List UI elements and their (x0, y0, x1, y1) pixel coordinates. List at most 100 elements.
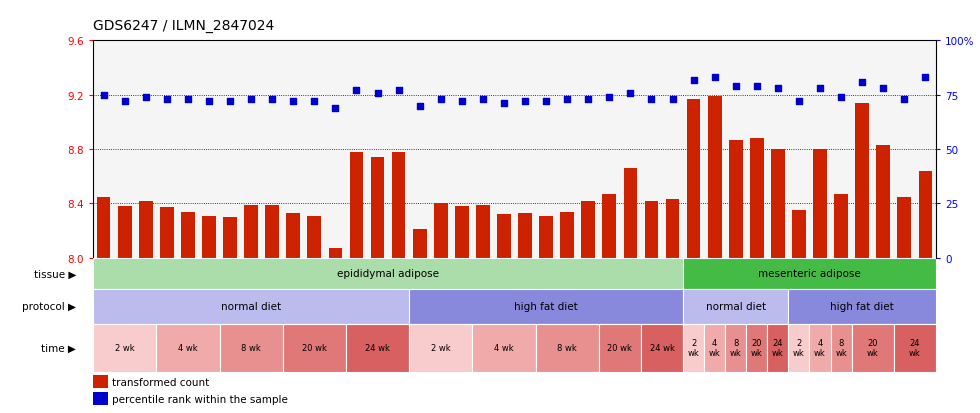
Point (222, 99, 238, 105)
Text: 24 wk: 24 wk (650, 344, 674, 352)
Bar (813, 150, 827, 258)
Text: high fat diet: high fat diet (514, 301, 578, 312)
Text: 24
wk: 24 wk (909, 338, 920, 358)
Point (391, 88, 407, 95)
Bar (603, 195, 616, 258)
Bar (139, 201, 153, 258)
Point (749, 83, 764, 90)
Point (580, 97, 596, 103)
Point (833, 95, 849, 101)
Point (664, 97, 680, 103)
Bar (683, 324, 704, 372)
Bar (434, 204, 448, 258)
Bar (683, 289, 788, 324)
Point (327, 105, 343, 112)
Text: tissue ▶: tissue ▶ (34, 268, 76, 279)
Text: 20
wk: 20 wk (751, 338, 762, 358)
Point (243, 97, 259, 103)
Bar (156, 324, 220, 372)
Bar (93, 324, 156, 372)
Bar (788, 324, 809, 372)
Bar (518, 214, 532, 258)
Bar (665, 200, 679, 258)
Text: 24
wk: 24 wk (772, 338, 784, 358)
Bar (788, 289, 936, 324)
Point (201, 99, 217, 105)
Point (159, 97, 174, 103)
Text: 4
wk: 4 wk (709, 338, 720, 358)
Bar (282, 324, 346, 372)
Bar (747, 324, 767, 372)
Point (560, 97, 575, 103)
Bar (410, 289, 683, 324)
Point (707, 75, 722, 81)
Text: 4 wk: 4 wk (178, 344, 198, 352)
Text: 2 wk: 2 wk (431, 344, 451, 352)
Point (349, 88, 365, 95)
Bar (581, 201, 595, 258)
Bar (729, 140, 743, 258)
Text: 2
wk: 2 wk (688, 338, 700, 358)
Point (96, 92, 112, 99)
Bar (750, 139, 763, 258)
Point (369, 90, 385, 97)
Bar (93, 392, 108, 405)
Bar (645, 201, 659, 258)
Text: time ▶: time ▶ (41, 343, 76, 353)
Point (602, 95, 617, 101)
Bar (535, 324, 599, 372)
Bar (392, 152, 406, 258)
Bar (455, 206, 468, 258)
Point (454, 99, 469, 105)
Bar (93, 289, 410, 324)
Bar (894, 324, 936, 372)
Bar (118, 206, 131, 258)
Bar (856, 104, 869, 258)
Bar (876, 146, 890, 258)
Text: mesenteric adipose: mesenteric adipose (759, 268, 860, 279)
Text: 24 wk: 24 wk (366, 344, 390, 352)
Bar (413, 230, 426, 258)
Bar (725, 324, 747, 372)
Bar (623, 169, 637, 258)
Point (791, 99, 807, 105)
Text: 8 wk: 8 wk (558, 344, 577, 352)
Point (644, 97, 660, 103)
Text: 2 wk: 2 wk (115, 344, 134, 352)
Bar (792, 211, 806, 258)
Bar (771, 150, 785, 258)
Point (855, 79, 870, 86)
Point (307, 99, 322, 105)
Bar (370, 158, 384, 258)
Point (812, 86, 828, 93)
Text: transformed count: transformed count (113, 377, 210, 387)
Text: 20
wk: 20 wk (867, 338, 878, 358)
Bar (328, 249, 342, 258)
Bar (93, 258, 683, 289)
Bar (223, 218, 237, 258)
Text: percentile rank within the sample: percentile rank within the sample (113, 394, 288, 404)
Point (897, 97, 912, 103)
Text: 2
wk: 2 wk (793, 338, 805, 358)
Point (138, 95, 154, 101)
Point (538, 99, 554, 105)
Text: normal diet: normal diet (706, 301, 765, 312)
Text: normal diet: normal diet (221, 301, 281, 312)
Text: epididymal adipose: epididymal adipose (337, 268, 439, 279)
Bar (767, 324, 789, 372)
Bar (472, 324, 535, 372)
Bar (809, 324, 831, 372)
Bar (350, 152, 364, 258)
Bar (599, 324, 641, 372)
Point (433, 97, 449, 103)
Bar (286, 214, 300, 258)
Bar (160, 208, 173, 258)
Text: 20 wk: 20 wk (608, 344, 632, 352)
Bar (561, 212, 574, 258)
Bar (308, 216, 321, 258)
Bar (244, 205, 258, 258)
Bar (476, 205, 490, 258)
Bar (97, 197, 111, 258)
Point (412, 103, 427, 109)
Bar (708, 97, 721, 258)
